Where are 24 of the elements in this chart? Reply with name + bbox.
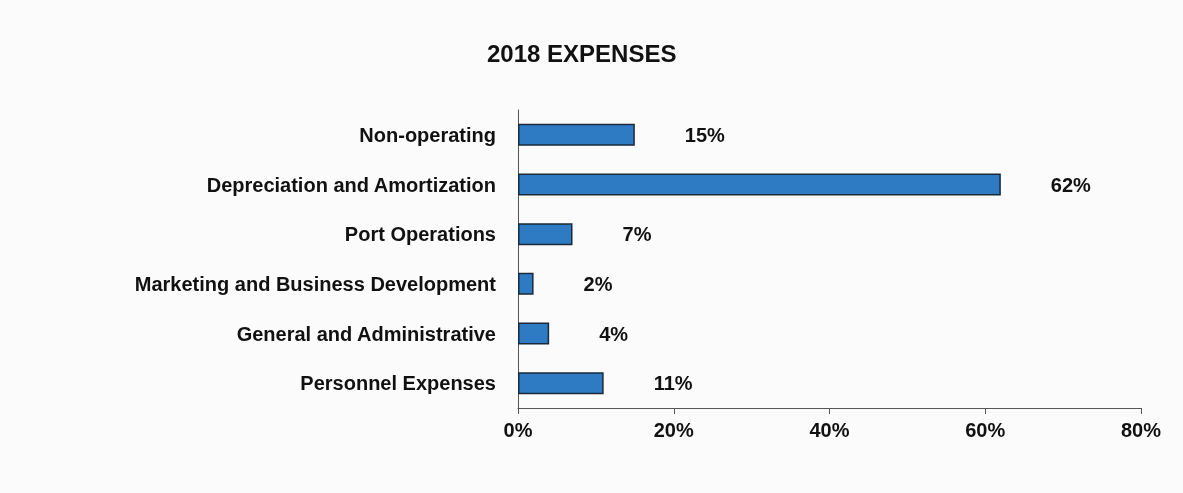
x-tick-label: 80% (1120, 419, 1162, 441)
y-tick-label: Marketing and Business Development (134, 272, 497, 295)
bar (518, 372, 604, 395)
bar (518, 322, 550, 345)
data-label: 62% (1050, 173, 1092, 196)
bar (518, 123, 635, 146)
data-label: 7% (622, 223, 652, 246)
chart-title: 2018 EXPENSES (487, 39, 677, 67)
x-tick-label: 20% (653, 419, 694, 441)
y-tick-label: Depreciation and Amortization (206, 173, 496, 196)
bar (518, 272, 534, 295)
data-label: 11% (653, 372, 693, 395)
y-tick-label: Non-operating (359, 123, 496, 146)
data-label: 4% (599, 322, 629, 345)
data-label: 2% (583, 272, 613, 295)
bar (518, 223, 573, 246)
y-tick-label: Port Operations (344, 223, 496, 246)
data-label: 15% (684, 123, 726, 146)
y-tick-label: General and Administrative (236, 322, 496, 345)
x-tick-label: 40% (809, 419, 850, 441)
bar (518, 173, 1001, 196)
x-tick-label: 60% (965, 419, 1006, 441)
x-tick-label: 0% (503, 419, 533, 441)
y-tick-label: Personnel Expenses (300, 372, 496, 395)
